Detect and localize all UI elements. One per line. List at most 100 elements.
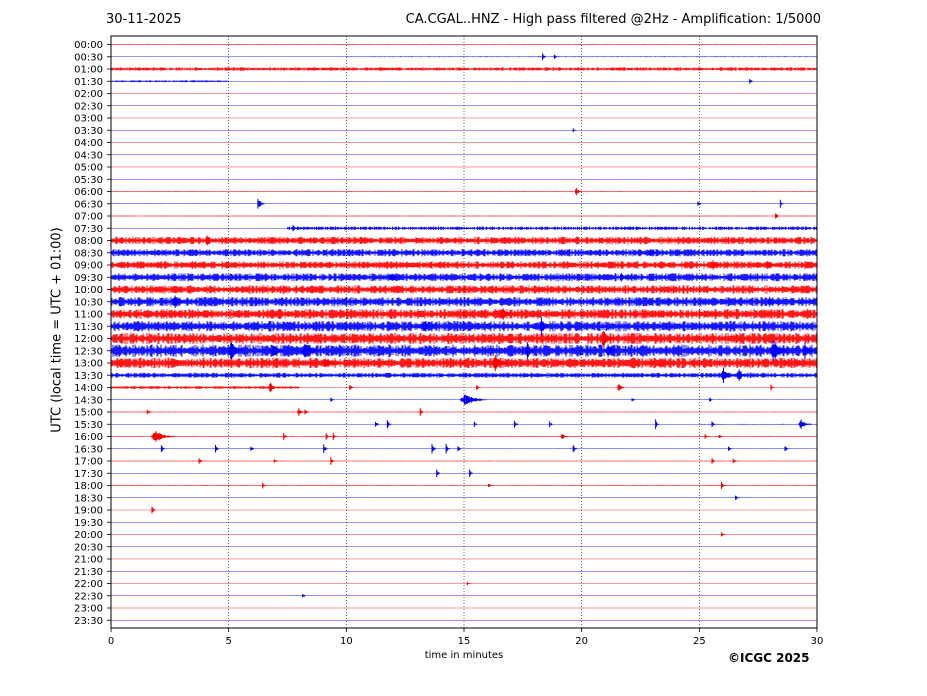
- event-spike: [721, 367, 733, 383]
- y-tick-label: 09:30: [74, 273, 103, 284]
- y-tick-label: 04:00: [74, 138, 103, 149]
- x-tick-label: 0: [108, 636, 114, 647]
- event-spike: [721, 482, 726, 489]
- event-spike: [205, 235, 215, 246]
- event-spike: [250, 446, 256, 451]
- event-spike: [732, 458, 738, 464]
- trace-line: [110, 285, 818, 294]
- y-tick-label: 04:30: [74, 150, 103, 161]
- y-tick-label: 02:00: [74, 89, 103, 100]
- y-tick-label: 20:30: [74, 542, 103, 553]
- event-spike: [323, 444, 328, 453]
- event-spike: [572, 128, 578, 133]
- event-spike: [262, 482, 267, 489]
- event-spike: [575, 187, 583, 196]
- x-tick-label: 10: [340, 636, 353, 647]
- y-tick-label: 09:00: [74, 261, 103, 272]
- y-tick-label: 10:30: [74, 297, 103, 308]
- event-spike: [229, 342, 241, 360]
- event-spike: [561, 434, 568, 439]
- event-spike: [297, 408, 305, 416]
- event-spike: [617, 384, 625, 391]
- y-tick-label: 03:30: [74, 126, 103, 137]
- y-tick-label: 06:30: [74, 199, 103, 210]
- event-spike: [436, 469, 441, 477]
- event-spike: [572, 445, 578, 453]
- y-tick-label: 17:00: [74, 457, 103, 468]
- x-tick-labels: 0 5 10 15 20 25 30: [108, 628, 823, 647]
- y-tick-label: 21:00: [74, 555, 103, 566]
- event-spike: [476, 385, 481, 390]
- event-spike: [269, 382, 277, 393]
- event-spike: [304, 409, 310, 415]
- event-spike: [721, 532, 726, 537]
- event-spike: [513, 420, 519, 428]
- event-spike: [704, 434, 710, 439]
- event-spike: [553, 54, 559, 59]
- y-tick-label: 06:00: [74, 187, 103, 198]
- event-spike: [160, 445, 166, 453]
- event-spike: [765, 261, 776, 269]
- copyright-label: ©ICGC 2025: [728, 651, 810, 665]
- x-tick-label: 5: [225, 636, 231, 647]
- event-spike: [386, 420, 392, 429]
- event-spike: [151, 506, 157, 514]
- y-tick-label: 23:00: [74, 604, 103, 615]
- event-spike: [718, 435, 724, 438]
- event-spike: [431, 444, 437, 454]
- y-tick-label: 07:30: [74, 224, 103, 235]
- y-tick-label: 19:30: [74, 518, 103, 529]
- event-spike: [457, 446, 463, 452]
- event-spike: [711, 458, 717, 464]
- event-spike: [631, 398, 637, 402]
- event-spike: [330, 397, 336, 402]
- y-tick-label: 23:30: [74, 616, 103, 627]
- event-spike: [302, 594, 307, 598]
- trace-line: [110, 344, 818, 357]
- y-tick-label: 22:00: [74, 579, 103, 590]
- y-tick-label: 16:30: [74, 444, 103, 455]
- event-spike: [768, 296, 778, 307]
- y-tick-label: 00:00: [74, 40, 103, 51]
- event-spike: [697, 201, 703, 206]
- y-tick-label: 08:30: [74, 248, 103, 259]
- y-tick-label: 07:00: [74, 212, 103, 223]
- event-spike: [198, 458, 204, 464]
- event-spike: [542, 53, 547, 61]
- event-spike: [775, 213, 780, 219]
- event-spike: [619, 273, 630, 282]
- y-tick-label: 16:00: [74, 432, 103, 443]
- event-spike: [728, 446, 733, 451]
- baseline-group: [111, 44, 817, 621]
- event-spike: [784, 446, 790, 452]
- date-label: 30-11-2025: [106, 12, 182, 27]
- event-spike: [539, 317, 550, 336]
- event-spike: [151, 431, 175, 442]
- event-spike: [273, 459, 279, 463]
- y-tick-label: 08:00: [74, 236, 103, 247]
- y-axis-label: UTC (local time = UTC + 01:00): [49, 227, 65, 433]
- event-spike: [749, 79, 754, 84]
- trace-line: [110, 321, 818, 332]
- y-tick-label: 17:30: [74, 469, 103, 480]
- event-spike: [445, 443, 451, 454]
- event-spike: [605, 344, 618, 358]
- event-spike: [549, 421, 554, 428]
- y-tick-label: 20:00: [74, 530, 103, 541]
- event-spike: [469, 469, 474, 477]
- x-tick-label: 25: [693, 636, 706, 647]
- event-spike: [648, 250, 658, 256]
- y-tick-label: 21:30: [74, 567, 103, 578]
- event-spike: [473, 421, 479, 427]
- event-spike: [499, 308, 514, 320]
- y-tick-label: 13:00: [74, 359, 103, 370]
- y-tick-label: 18:00: [74, 481, 103, 492]
- event-spike: [292, 225, 298, 232]
- y-tick-label: 14:00: [74, 383, 103, 394]
- event-spike: [711, 260, 721, 270]
- event-spike: [323, 358, 336, 368]
- y-tick-label: 10:00: [74, 285, 103, 296]
- y-tick-label: 01:00: [74, 65, 103, 76]
- y-tick-label: 12:00: [74, 334, 103, 345]
